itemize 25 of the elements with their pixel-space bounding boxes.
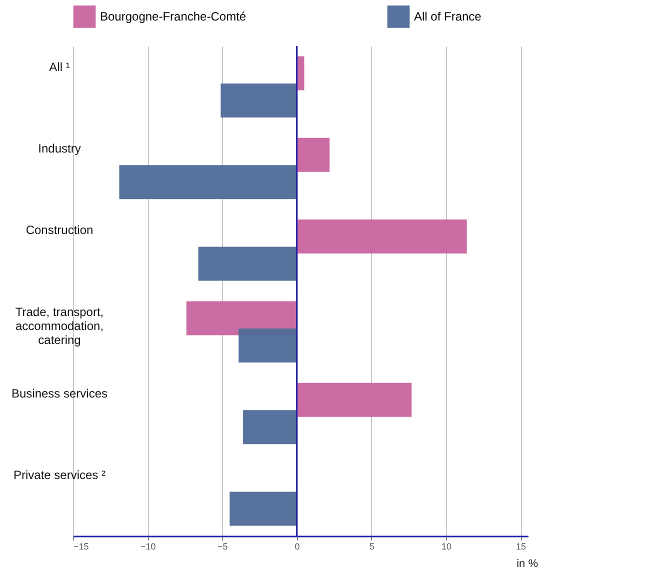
x-tick-label: 0 [294, 542, 300, 552]
x-tick-label: −10 [140, 542, 156, 552]
text: in % [516, 558, 538, 570]
bar [220, 83, 297, 118]
y-tick-label: Private services ² [13, 468, 106, 482]
y-tick-label: Industry [38, 142, 81, 156]
bar [243, 410, 297, 444]
x-tick-label: 5 [369, 542, 374, 552]
y-tick-label: Business services [11, 386, 108, 400]
bar [198, 246, 297, 281]
bar [296, 138, 330, 172]
y-tick-label: Construction [26, 223, 94, 238]
bar [296, 382, 412, 417]
legend-label: All of France [414, 10, 482, 24]
y-tick-label: All ¹ [49, 60, 70, 74]
x-tick-label: −5 [218, 542, 228, 552]
x-tick-label: 10 [441, 542, 452, 552]
y-tick-label: Trade, transport, accommodation, catering [15, 304, 104, 347]
legend-label: Bourgogne-Franche-Comté [100, 10, 246, 24]
x-tick-label: 15 [516, 542, 526, 552]
bar [238, 328, 297, 362]
x-tick-label: −15 [74, 542, 89, 552]
bar [119, 165, 297, 200]
bar [296, 220, 467, 254]
bar [230, 492, 297, 526]
